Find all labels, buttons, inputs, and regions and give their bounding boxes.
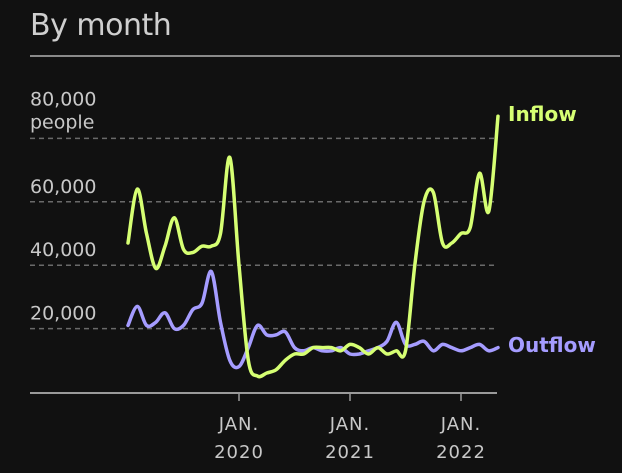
x-tick-year: 2020 <box>214 442 264 463</box>
y-tick-label: 20,000 <box>30 303 96 325</box>
series-line-outflow <box>126 269 500 370</box>
y-unit-label: people <box>30 111 94 133</box>
y-tick-label: 60,000 <box>30 176 96 198</box>
x-tick-year: 2022 <box>436 442 486 463</box>
series-label-outflow: Outflow <box>508 333 596 357</box>
series-line-inflow <box>126 114 500 379</box>
x-tick-label: JAN. <box>329 414 371 435</box>
title-divider <box>30 55 620 57</box>
x-tick-year: 2021 <box>325 442 375 463</box>
x-axis-ticks: JAN. 2020 JAN. 2021 JAN. 2022 <box>214 393 486 463</box>
series-lines <box>126 114 500 379</box>
series-labels: Inflow Outflow <box>508 102 596 357</box>
chart-title: By month <box>30 8 172 43</box>
x-tick-label: JAN. <box>218 414 260 435</box>
series-label-inflow: Inflow <box>508 102 577 126</box>
x-tick-label: JAN. <box>440 414 482 435</box>
y-tick-label: 40,000 <box>30 239 96 261</box>
y-tick-label: 80,000 <box>30 88 96 110</box>
gridlines <box>30 137 497 330</box>
